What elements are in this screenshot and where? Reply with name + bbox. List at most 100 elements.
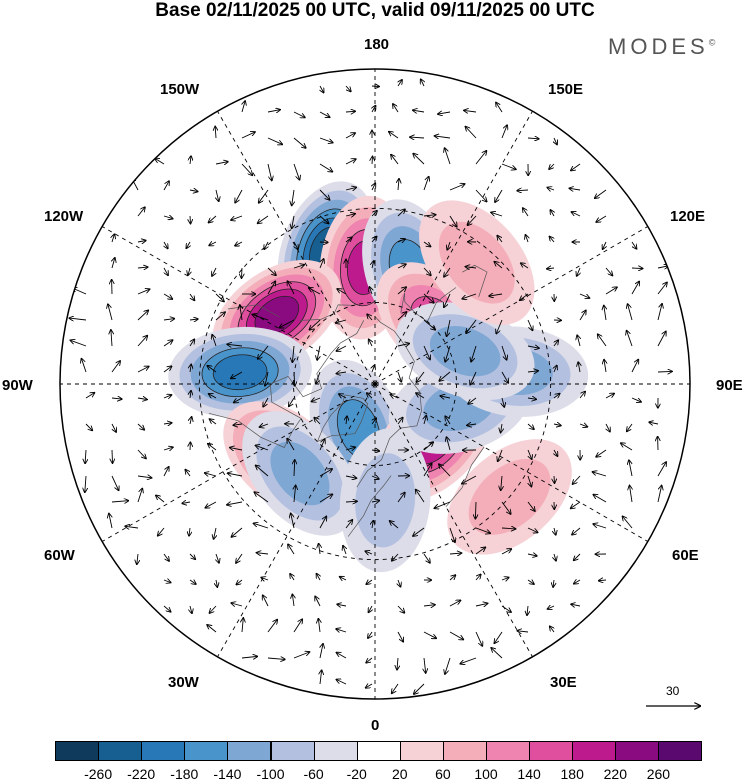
wind-vector xyxy=(85,449,86,463)
wind-vector xyxy=(288,544,295,555)
wind-vector xyxy=(553,579,554,587)
wind-vector xyxy=(571,604,581,606)
wind-vector xyxy=(267,281,275,295)
wind-vector xyxy=(156,495,165,503)
colorbar-tick-label: -100 xyxy=(256,766,285,782)
wind-vector xyxy=(185,470,191,477)
wind-vector xyxy=(571,501,581,508)
wind-vector xyxy=(371,211,377,217)
wind-vector xyxy=(241,656,257,658)
wind-vector xyxy=(288,281,295,295)
lon-label-150w: 150W xyxy=(160,81,200,98)
wind-vector xyxy=(343,546,346,555)
wind-vector xyxy=(293,265,304,268)
wind-vector xyxy=(526,235,529,243)
wind-vector xyxy=(527,346,539,348)
wind-vector xyxy=(423,605,435,606)
wind-vector xyxy=(293,652,309,659)
wind-vector xyxy=(449,215,457,227)
wind-vector xyxy=(369,605,373,612)
wind-vector xyxy=(629,460,633,477)
wind-vector xyxy=(501,578,509,581)
wind-vector xyxy=(212,267,216,276)
wind-vector xyxy=(475,501,476,519)
wind-vector xyxy=(475,151,486,165)
colorbar-swatch xyxy=(399,741,444,761)
wind-vector xyxy=(366,580,373,584)
wind-vector xyxy=(495,189,503,202)
wind-vector xyxy=(449,600,460,607)
wind-vector xyxy=(445,148,451,165)
wind-vector xyxy=(318,619,320,633)
coastline xyxy=(356,316,422,488)
wind-vector xyxy=(657,332,666,347)
wind-vector xyxy=(397,418,403,425)
wind-vector xyxy=(345,237,352,243)
wind-vector xyxy=(423,464,432,477)
lon-label-0: 0 xyxy=(371,717,380,734)
wind-vector xyxy=(372,261,374,269)
wind-vector xyxy=(216,579,217,587)
wind-vector xyxy=(366,657,373,663)
brand-text: MODES xyxy=(608,34,709,59)
wind-vector xyxy=(137,489,142,503)
wind-vector xyxy=(137,267,148,268)
wind-vector xyxy=(435,136,451,138)
wind-vector xyxy=(210,419,217,425)
wind-vector xyxy=(631,241,637,249)
colorbar-swatch xyxy=(572,741,617,761)
wind-vector xyxy=(267,658,285,659)
wind-vector xyxy=(475,631,482,646)
wind-vector xyxy=(242,267,243,278)
wind-vector xyxy=(466,267,477,268)
wind-vector xyxy=(189,553,195,559)
wind-vector xyxy=(554,475,555,483)
wind-vector xyxy=(207,625,217,633)
wind-vector xyxy=(216,553,219,563)
wind-vector xyxy=(164,241,168,248)
wind-vector xyxy=(292,215,294,228)
wind-vector xyxy=(316,371,321,384)
wind-vector xyxy=(475,547,485,555)
wind-vector xyxy=(345,447,355,450)
wind-vector xyxy=(337,345,347,351)
wind-vector xyxy=(319,517,326,529)
wind-vector xyxy=(501,549,511,555)
wind-vector xyxy=(475,575,481,581)
wind-vector xyxy=(371,450,379,451)
wind-vector xyxy=(236,580,243,585)
wind-vector xyxy=(267,110,280,112)
wind-vector xyxy=(254,492,269,503)
wind-vector xyxy=(397,605,404,613)
wind-vector xyxy=(621,443,633,451)
wind-vector xyxy=(398,80,402,87)
wind-vector xyxy=(527,138,539,139)
wind-vector xyxy=(85,423,92,430)
wind-vector xyxy=(340,577,347,580)
wind-vector xyxy=(345,187,356,190)
colorbar-swatch xyxy=(313,741,358,761)
wind-vector xyxy=(190,417,192,425)
wind-vector xyxy=(623,516,633,529)
wind-vector xyxy=(527,371,538,372)
colorbar-swatch xyxy=(442,741,487,761)
wind-vector xyxy=(155,159,165,165)
wind-vector xyxy=(137,423,144,430)
wind-vector xyxy=(547,188,555,191)
colorbar-swatch xyxy=(98,741,143,761)
wind-vector xyxy=(596,449,607,457)
wind-vector xyxy=(435,501,451,508)
colorbar-tick-label: 100 xyxy=(474,766,498,782)
wind-vector xyxy=(190,605,192,613)
wind-vector xyxy=(69,318,87,320)
wind-vector xyxy=(319,469,332,477)
wind-vector xyxy=(489,294,503,296)
wind-vector xyxy=(449,575,455,581)
wind-vector xyxy=(214,527,216,539)
wind-vector xyxy=(447,241,450,250)
wind-vector xyxy=(189,580,196,584)
wind-vector xyxy=(207,366,217,373)
wind-vector xyxy=(230,448,243,450)
wind-vector xyxy=(163,467,169,477)
wind-vector xyxy=(345,520,352,529)
